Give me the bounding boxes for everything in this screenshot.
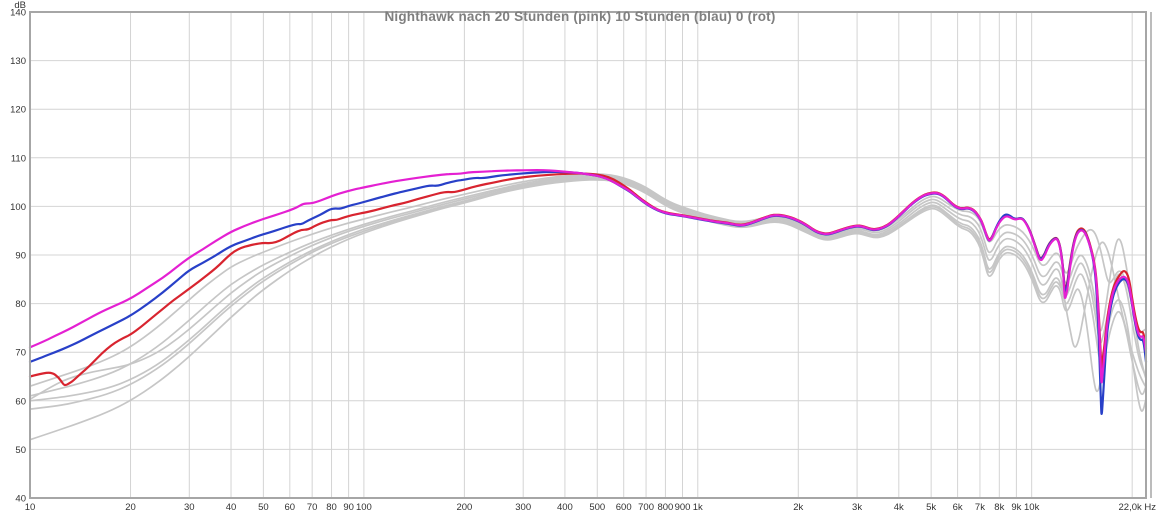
x-axis-tick-label: 6k bbox=[953, 502, 963, 513]
x-axis-tick-label: 5k bbox=[926, 502, 936, 513]
x-axis-tick-label: 30 bbox=[184, 502, 195, 513]
x-axis-tick-label: 22,0k Hz bbox=[1119, 502, 1157, 513]
x-axis-tick-label: 3k bbox=[852, 502, 862, 513]
y-axis-unit-label: dB bbox=[14, 0, 26, 11]
x-axis-tick-label: 200 bbox=[456, 502, 472, 513]
y-axis-tick-label: 90 bbox=[15, 251, 26, 262]
x-axis-tick-label: 60 bbox=[285, 502, 296, 513]
x-axis-tick-label: 500 bbox=[589, 502, 605, 513]
x-axis-tick-label: 70 bbox=[307, 502, 318, 513]
plot-frame bbox=[29, 11, 1147, 499]
curve-grau-5 bbox=[29, 178, 1147, 441]
x-axis-tick-label: 20 bbox=[125, 502, 136, 513]
x-axis-tick-label: 80 bbox=[326, 502, 337, 513]
curve-grau-1 bbox=[29, 173, 1147, 388]
x-axis-tick-label: 100 bbox=[356, 502, 372, 513]
y-axis-tick-label: 80 bbox=[15, 299, 26, 310]
x-axis-tick-label: 800 bbox=[657, 502, 673, 513]
y-axis-tick-label: 140 bbox=[10, 8, 26, 19]
x-axis-tick-label: 9k bbox=[1011, 502, 1021, 513]
curve-grau-6 bbox=[29, 177, 1147, 410]
x-axis-tick-label: 600 bbox=[616, 502, 632, 513]
x-axis-tick-label: 400 bbox=[557, 502, 573, 513]
x-axis-tick-label: 10k bbox=[1024, 502, 1040, 513]
x-axis-tick-label: 90 bbox=[343, 502, 354, 513]
y-axis-tick-label: 40 bbox=[15, 494, 26, 505]
x-axis-tick-label: 700 bbox=[638, 502, 654, 513]
x-axis-tick-label: 7k bbox=[975, 502, 985, 513]
y-axis-tick-label: 120 bbox=[10, 105, 26, 116]
x-axis-tick-label: 2k bbox=[793, 502, 803, 513]
x-axis-tick-label: 8k bbox=[994, 502, 1004, 513]
x-axis-tick-label: 300 bbox=[515, 502, 531, 513]
x-axis-tick-label: 50 bbox=[258, 502, 269, 513]
y-axis-tick-label: 130 bbox=[10, 56, 26, 67]
y-axis-tick-label: 100 bbox=[10, 202, 26, 213]
y-axis-tick-label: 70 bbox=[15, 348, 26, 359]
y-axis-tick-label: 50 bbox=[15, 445, 26, 456]
x-axis-tick-label: 40 bbox=[226, 502, 237, 513]
curve-grau-3 bbox=[29, 176, 1147, 401]
x-axis-tick-label: 4k bbox=[894, 502, 904, 513]
curve-grau-2 bbox=[29, 174, 1147, 397]
curve-20-stunden-pink- bbox=[28, 169, 1148, 384]
x-axis-tick-label: 1k bbox=[693, 502, 703, 513]
x-axis-tick-label: 10 bbox=[25, 502, 36, 513]
x-axis-tick-label: 900 bbox=[675, 502, 691, 513]
y-axis-tick-label: 60 bbox=[15, 396, 26, 407]
y-axis-tick-label: 110 bbox=[11, 153, 26, 164]
